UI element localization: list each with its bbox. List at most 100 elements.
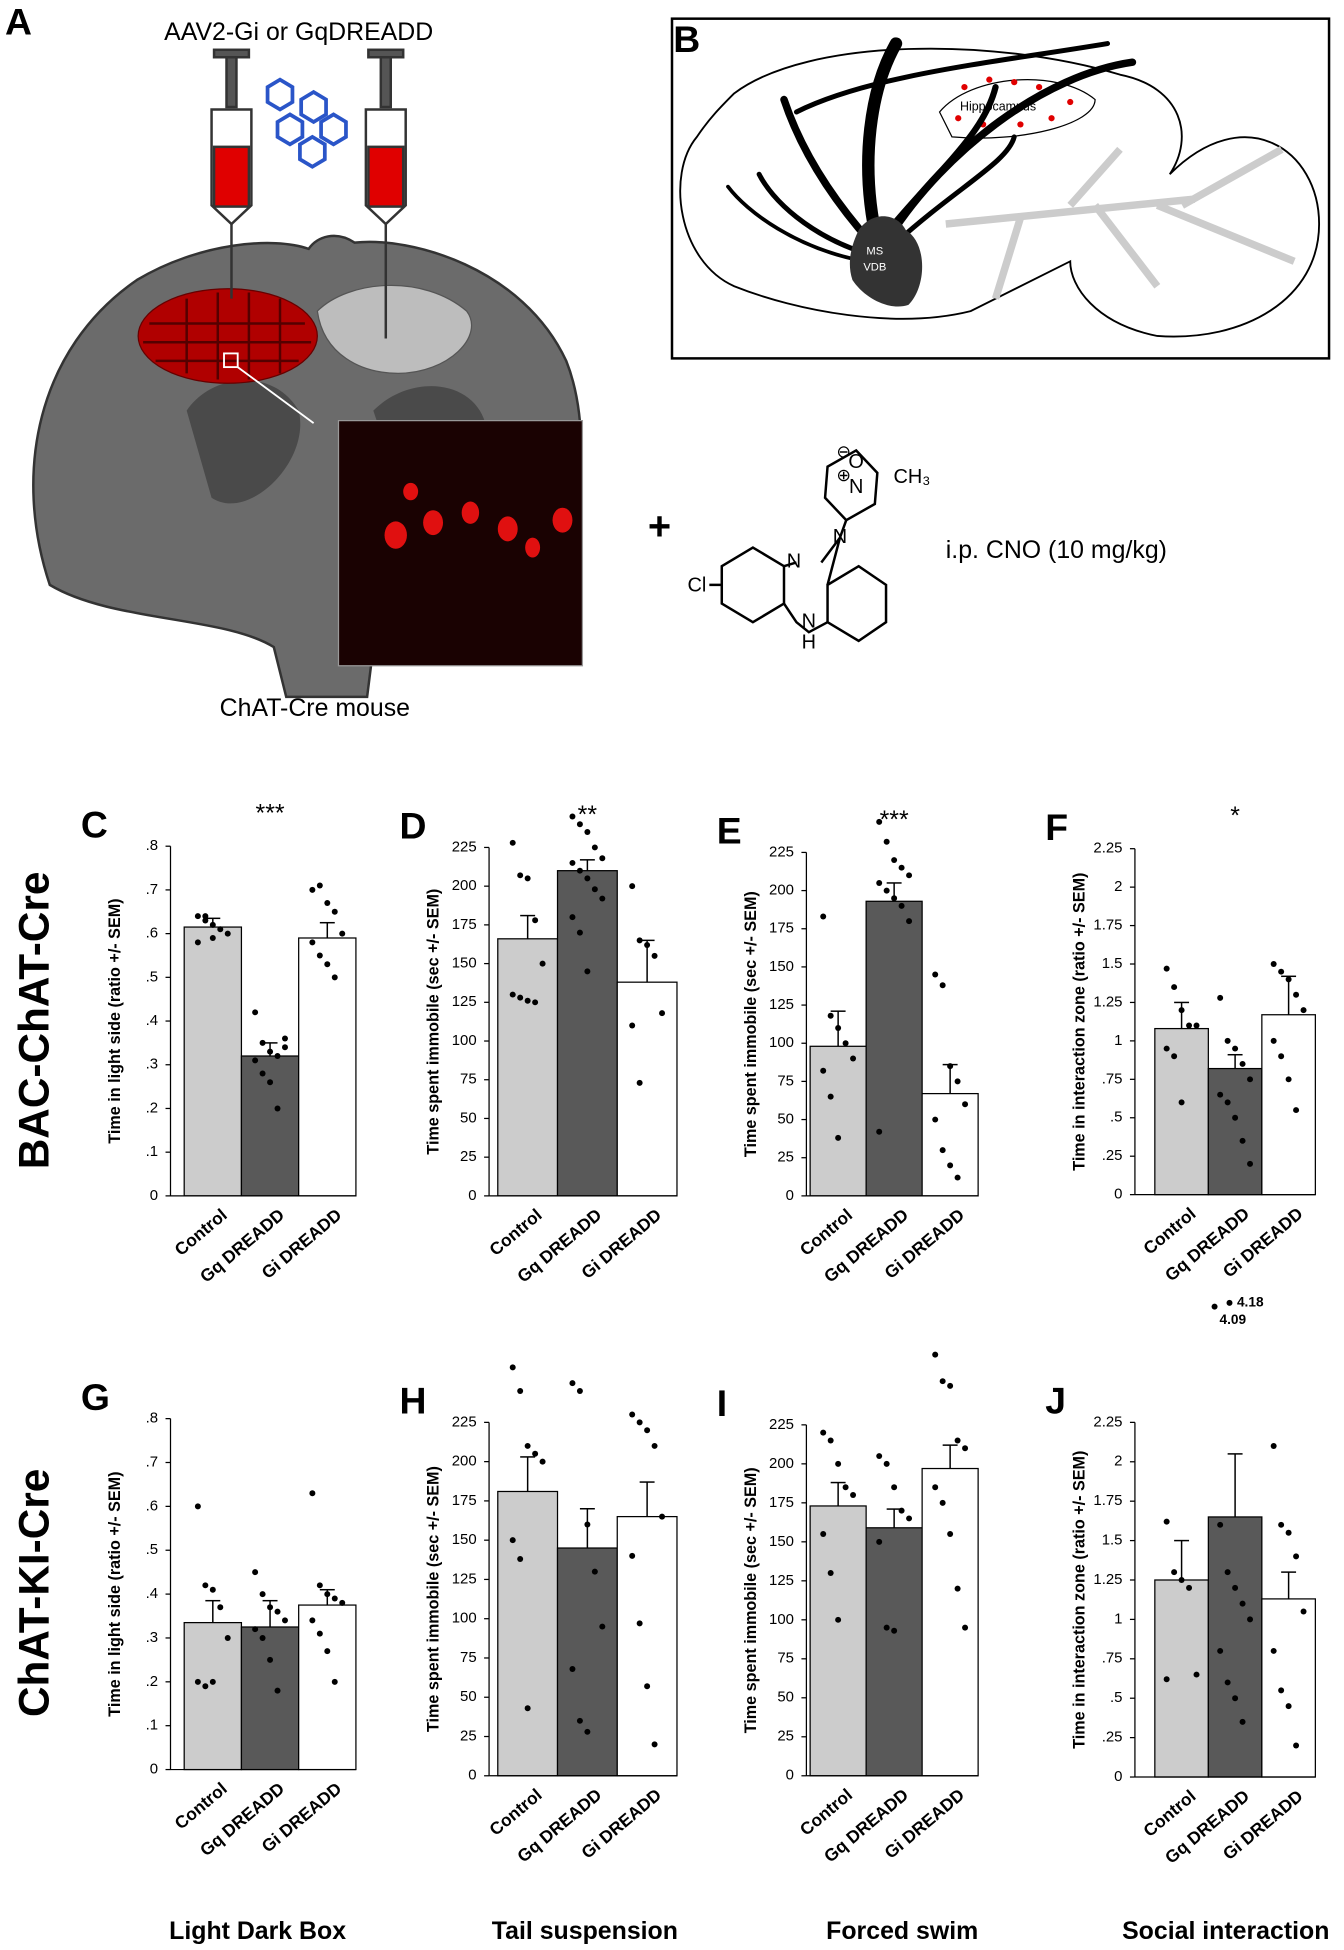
- data-point: [820, 1067, 827, 1074]
- data-point: [898, 902, 905, 909]
- data-point: [1224, 1569, 1231, 1576]
- data-point: [1193, 1022, 1200, 1029]
- data-point: [1285, 1076, 1292, 1083]
- data-point: [599, 895, 606, 902]
- data-point: [651, 1741, 658, 1748]
- y-tick-label: 2: [1114, 1453, 1122, 1470]
- data-point: [835, 1134, 842, 1141]
- bar: [240, 1626, 300, 1771]
- data-point: [517, 872, 524, 879]
- data-point: [259, 1039, 266, 1046]
- data-point: [194, 939, 201, 946]
- y-tick-label: 1.75: [1093, 1492, 1122, 1509]
- data-point: [636, 1620, 643, 1627]
- drug-label: i.p. CNO (10 mg/kg): [946, 536, 1167, 564]
- panel-letter: E: [717, 810, 742, 852]
- data-point: [644, 1427, 651, 1434]
- y-tick-label: 175: [769, 920, 794, 937]
- data-point: [1232, 1695, 1239, 1702]
- panel-letter: H: [399, 1380, 426, 1422]
- fluorescence-inset: [337, 419, 584, 667]
- y-tick-label: 200: [452, 1453, 477, 1470]
- data-point: [517, 994, 524, 1001]
- data-point: [569, 859, 576, 866]
- outlier-label: 4.09: [1220, 1312, 1247, 1327]
- panel-letter: D: [399, 805, 426, 847]
- y-tick-label: 150: [452, 955, 477, 972]
- y-axis-label: Time spent immobile (sec +/- SEM): [425, 1466, 443, 1732]
- column-label: Tail suspension: [492, 1917, 678, 1945]
- data-point: [883, 1624, 890, 1631]
- neurons: [384, 482, 573, 558]
- data-point: [1217, 1521, 1224, 1528]
- data-point: [202, 913, 209, 920]
- data-point: [842, 1040, 849, 1047]
- y-axis-label: Time spent immobile (sec +/- SEM): [742, 1467, 760, 1733]
- y-tick-label: 225: [769, 843, 794, 860]
- y-tick-label: 225: [452, 1413, 477, 1430]
- data-point: [629, 1022, 636, 1029]
- panel-letter: F: [1045, 806, 1068, 848]
- data-point: [1278, 1521, 1285, 1528]
- data-point: [876, 818, 883, 825]
- bar: [1261, 1014, 1316, 1196]
- y-tick-label: 150: [769, 1533, 794, 1550]
- data-point: [1293, 1107, 1300, 1114]
- data-point: [532, 1450, 539, 1457]
- y-axis-label: Time in light side (ratio +/- SEM): [106, 898, 124, 1143]
- y-tick-label: 100: [769, 1034, 794, 1051]
- data-point: [1217, 1091, 1224, 1098]
- y-tick-label: 100: [452, 1032, 477, 1049]
- y-tick-label: 175: [452, 1492, 477, 1509]
- y-tick-label: 125: [452, 993, 477, 1010]
- data-point: [898, 864, 905, 871]
- y-tick-label: 75: [777, 1650, 794, 1667]
- data-point: [651, 1442, 658, 1449]
- data-point: [224, 930, 231, 937]
- bar: [921, 1467, 979, 1777]
- data-point: [1300, 1007, 1307, 1014]
- y-tick-label: 150: [452, 1531, 477, 1548]
- y-tick-label: .3: [146, 1056, 158, 1073]
- data-point: [876, 1538, 883, 1545]
- y-tick-label: 0: [1114, 1186, 1122, 1203]
- nucleus-label: MS: [866, 245, 883, 257]
- data-point: [202, 1582, 209, 1589]
- syringes: [210, 48, 407, 339]
- data-point: [1239, 1060, 1246, 1067]
- data-point: [1163, 965, 1170, 972]
- y-tick-label: .25: [1102, 1147, 1123, 1164]
- data-point: [202, 1683, 209, 1690]
- y-tick-label: .4: [146, 1012, 158, 1029]
- data-point: [209, 935, 216, 941]
- y-tick-label: 75: [460, 1071, 477, 1088]
- hatch: [143, 292, 312, 380]
- data-point: [1293, 991, 1300, 998]
- data-point: [1285, 1703, 1292, 1710]
- panel-letter: A: [5, 1, 32, 43]
- data-point: [252, 1009, 259, 1016]
- row-label: BAC-ChAT-Cre: [11, 872, 58, 1170]
- data-point: [659, 1010, 666, 1017]
- bar: [1207, 1067, 1263, 1196]
- data-point: [252, 1057, 259, 1064]
- data-point: [309, 886, 316, 893]
- data-point: [932, 971, 939, 978]
- data-point: [584, 968, 591, 975]
- data-point: [539, 1458, 546, 1465]
- data-point: [1178, 1007, 1185, 1014]
- data-point: [539, 960, 546, 967]
- bar: [809, 1045, 867, 1197]
- data-point: [1178, 1099, 1185, 1106]
- data-point: [209, 921, 216, 928]
- panel-letter: C: [81, 803, 108, 845]
- outlier-label: 4.18: [1237, 1295, 1264, 1310]
- data-point: [954, 1078, 961, 1085]
- atom: H: [802, 632, 816, 654]
- data-point: [835, 1616, 842, 1623]
- data-point: [1239, 1137, 1246, 1144]
- data-point: [1171, 1053, 1178, 1060]
- y-tick-label: .8: [146, 837, 158, 854]
- outlier-point: [1211, 1303, 1218, 1310]
- projections: [726, 37, 1137, 264]
